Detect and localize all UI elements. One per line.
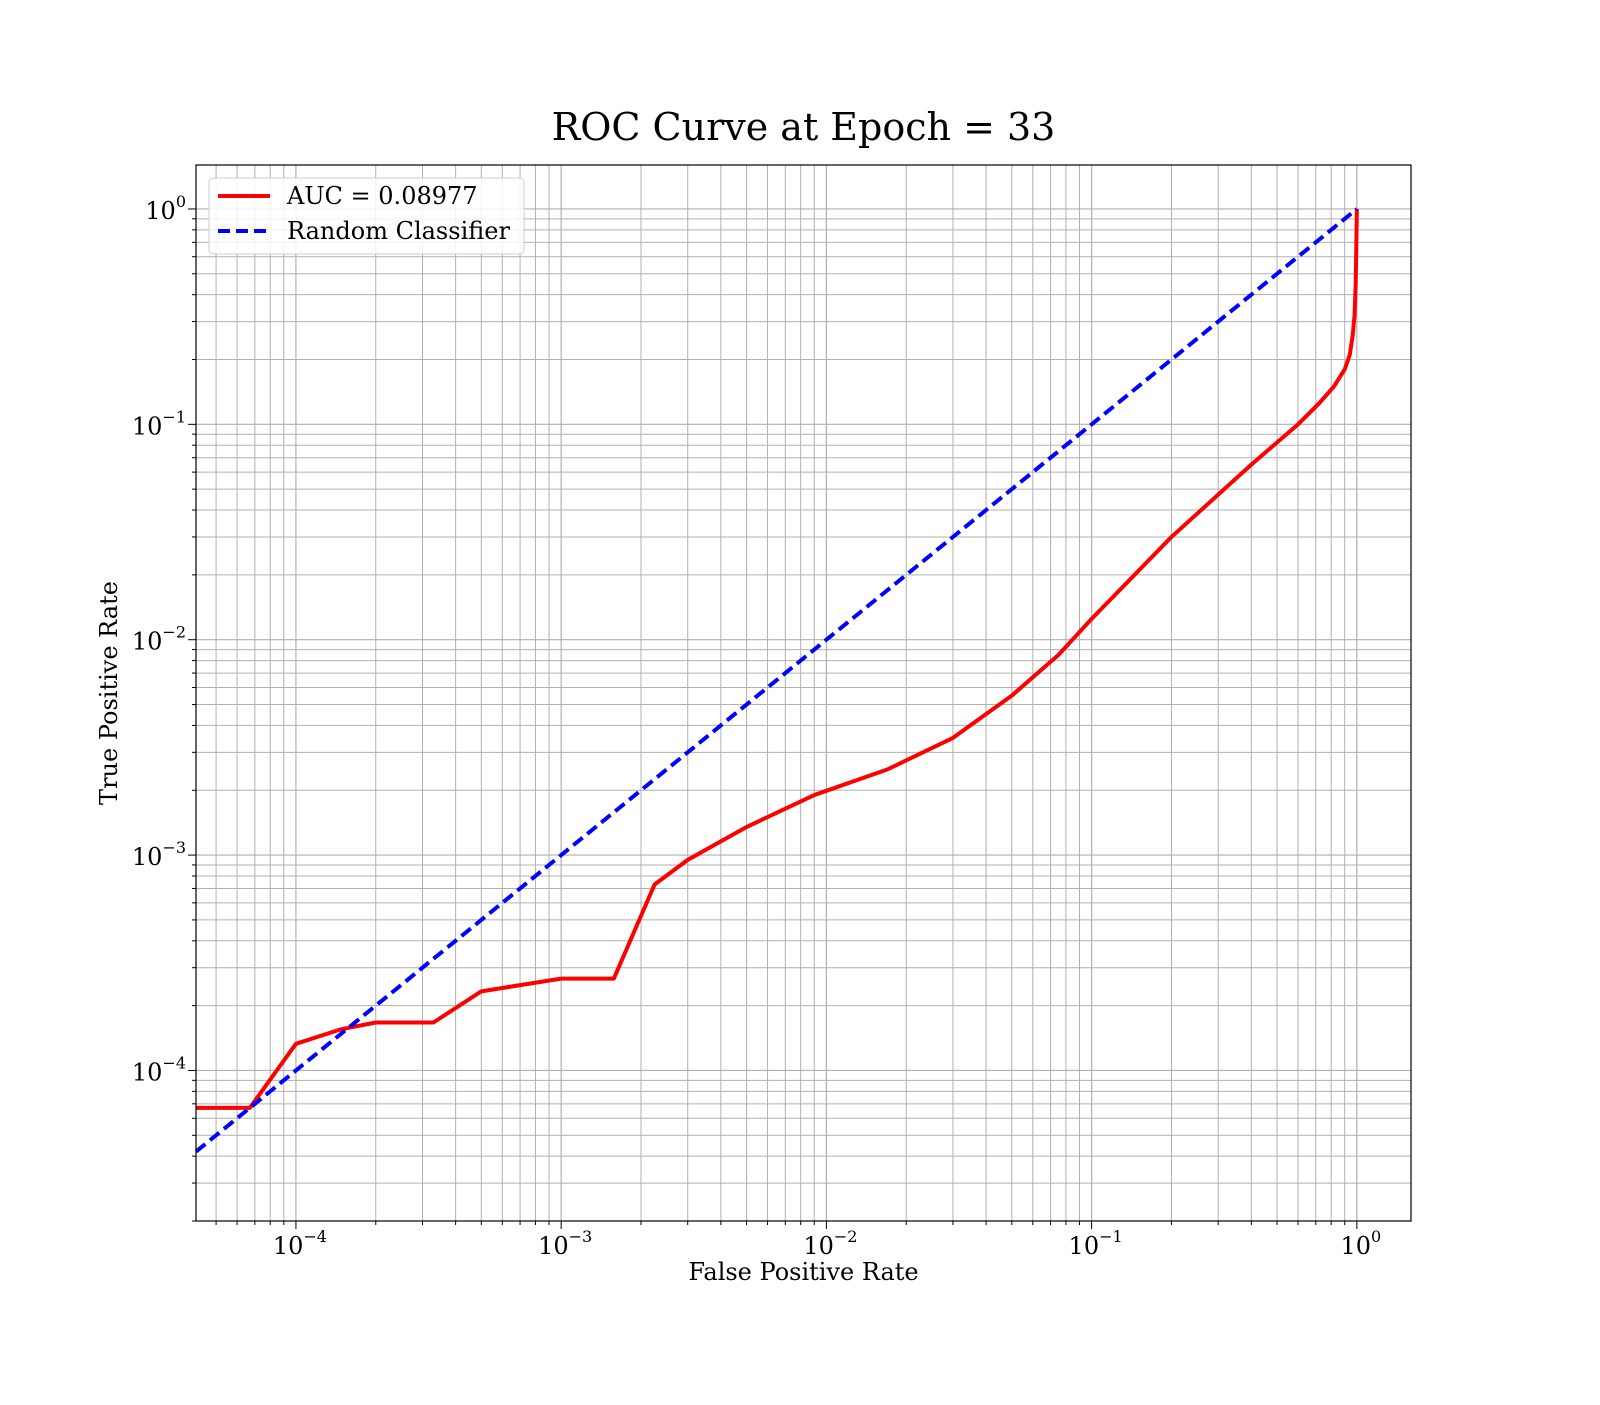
x-axis-label: False Positive Rate: [688, 1258, 918, 1286]
y-axis-label: True Positive Rate: [95, 581, 123, 805]
y-tick-label: 10−1: [132, 407, 186, 440]
x-tick-label: 10−3: [538, 1227, 592, 1260]
x-tick-label: 10−2: [803, 1227, 857, 1260]
chart-title: ROC Curve at Epoch = 33: [552, 105, 1056, 149]
legend: AUC = 0.08977 Random Classifier: [208, 177, 525, 255]
random-classifier-line: [194, 207, 1359, 1154]
y-tick-label: 100: [145, 192, 186, 225]
roc-curve-line: [196, 208, 1359, 1110]
x-tick-label: 100: [1340, 1227, 1381, 1260]
legend-box: [208, 177, 525, 255]
legend-label-random: Random Classifier: [287, 217, 510, 245]
plot-area-frame: [195, 164, 1412, 1222]
y-axis-ticks: 10−4 10−3 10−2 10−1 100: [132, 192, 196, 1222]
legend-label-auc: AUC = 0.08977: [286, 182, 478, 210]
y-tick-label: 10−4: [132, 1053, 186, 1086]
x-tick-label: 10−1: [1069, 1227, 1123, 1260]
x-tick-label: 10−4: [273, 1227, 327, 1260]
y-tick-label: 10−2: [132, 623, 186, 656]
grid: [196, 165, 1411, 1222]
y-tick-label: 10−3: [132, 838, 186, 871]
plot-series: [194, 207, 1359, 1154]
x-axis-ticks: 10−4 10−3 10−2 10−1 100: [215, 1221, 1381, 1260]
